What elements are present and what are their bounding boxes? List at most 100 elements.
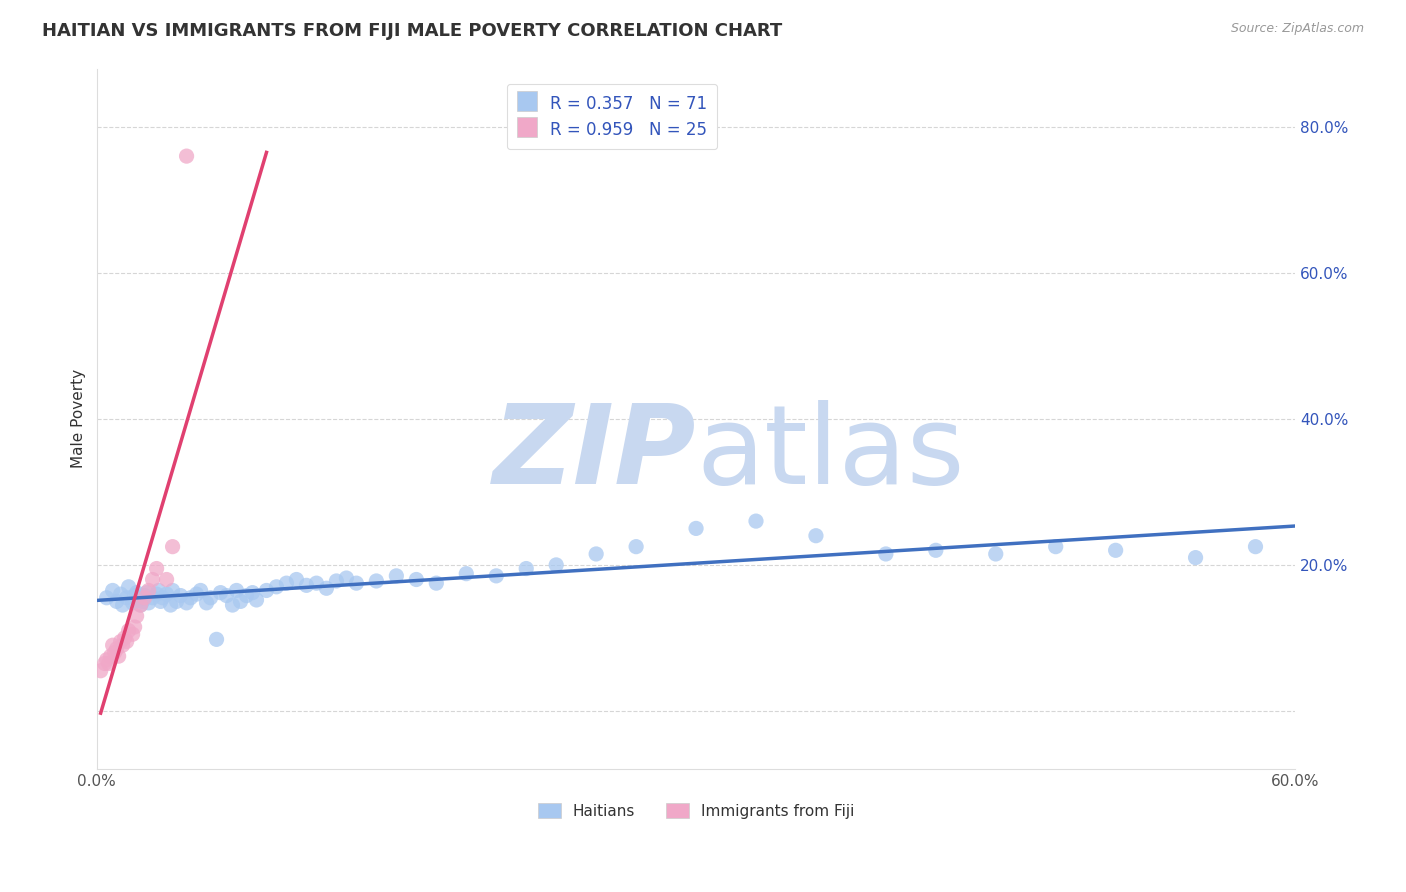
Point [114,631,136,645]
Point [129,598,152,612]
Point [186,587,208,601]
Point [162,583,184,598]
Point [485,569,508,583]
Point [134,589,156,603]
Point [221,598,243,612]
Point [149,594,172,608]
Point [135,585,157,599]
Point [585,547,607,561]
Point [195,596,218,610]
Point [1045,540,1067,554]
Text: HAITIAN VS IMMIGRANTS FROM FIJI MALE POVERTY CORRELATION CHART: HAITIAN VS IMMIGRANTS FROM FIJI MALE POV… [42,22,782,40]
Point [229,594,252,608]
Point [215,589,238,603]
Point [110,587,132,601]
Point [166,594,188,608]
Text: ZIP: ZIP [492,401,696,508]
Point [125,609,148,624]
Point [305,576,328,591]
Point [117,580,139,594]
Point [96,653,118,667]
Point [145,587,167,601]
Point [100,649,122,664]
Legend: Haitians, Immigrants from Fiji: Haitians, Immigrants from Fiji [531,797,860,825]
Point [456,566,478,581]
Point [925,543,948,558]
Point [121,596,143,610]
Point [97,657,120,671]
Text: Source: ZipAtlas.com: Source: ZipAtlas.com [1230,22,1364,36]
Point [115,591,138,605]
Point [128,593,150,607]
Point [235,589,257,603]
Point [148,583,170,598]
Point [93,657,115,671]
Point [111,638,134,652]
Point [325,574,347,588]
Point [1104,543,1126,558]
Point [315,581,337,595]
Point [205,632,228,647]
Point [131,594,153,608]
Point [152,591,174,605]
Point [155,573,177,587]
Point [624,540,647,554]
Point [190,583,212,598]
Point [685,521,707,535]
Point [1184,550,1206,565]
Point [169,589,191,603]
Point [90,664,112,678]
Point [1244,540,1267,554]
Point [159,598,181,612]
Point [162,540,184,554]
Point [256,583,278,598]
Point [176,149,198,163]
Point [180,591,202,605]
Y-axis label: Male Poverty: Male Poverty [72,369,86,468]
Point [266,580,288,594]
Point [117,624,139,638]
Point [225,583,247,598]
Point [385,569,408,583]
Point [745,514,768,528]
Point [984,547,1007,561]
Point [105,641,128,656]
Point [96,591,118,605]
Point [209,585,232,599]
Point [121,627,143,641]
Point [104,646,127,660]
Point [804,529,827,543]
Point [242,585,264,599]
Point [138,596,160,610]
Point [101,638,124,652]
Point [129,598,152,612]
Point [101,583,124,598]
Point [145,561,167,575]
Point [142,591,165,605]
Point [110,634,132,648]
Point [124,589,146,603]
Point [125,585,148,599]
Point [405,573,427,587]
Point [115,634,138,648]
Point [285,573,308,587]
Point [425,576,447,591]
Point [176,596,198,610]
Point [295,578,318,592]
Point [245,593,267,607]
Point [107,649,129,664]
Point [105,594,128,608]
Point [200,591,222,605]
Point [515,561,537,575]
Point [134,591,156,605]
Point [124,620,146,634]
Point [155,587,177,601]
Point [546,558,568,572]
Point [111,598,134,612]
Point [142,573,165,587]
Point [276,576,298,591]
Point [138,583,160,598]
Text: atlas: atlas [696,401,965,508]
Point [335,571,357,585]
Point [366,574,388,588]
